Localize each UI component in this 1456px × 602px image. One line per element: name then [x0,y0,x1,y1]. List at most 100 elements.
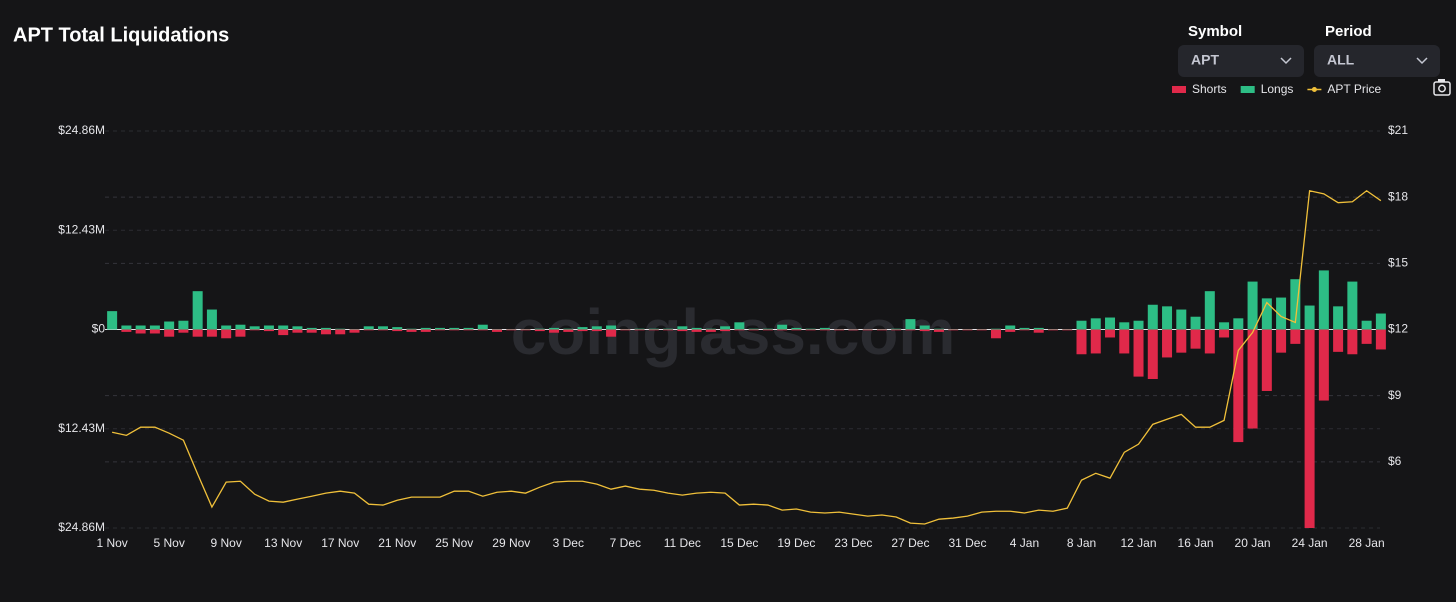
bar [135,325,146,330]
bar [1119,329,1130,354]
bar [762,329,773,331]
bar [748,328,759,330]
bar [549,329,560,333]
bar [335,328,346,330]
camera-button[interactable] [1433,79,1451,96]
camera-body[interactable] [1433,81,1451,96]
y-tick-label: $12.43M [58,222,105,236]
bar [976,329,987,331]
bar [435,327,446,330]
watermark: coinglass.com [511,296,956,368]
chevron[interactable] [1416,57,1428,65]
bar [1090,329,1101,354]
bar [891,329,902,331]
bar [948,329,959,331]
dropdown-box[interactable] [1314,45,1440,77]
bar [591,329,602,332]
x-tick-label: 17 Nov [321,536,359,550]
bar [606,325,617,330]
bar [192,291,203,330]
symbol-dropdown[interactable]: APT [1178,45,1304,77]
chart-title: APT Total Liquidations [13,24,229,46]
bar [691,329,702,332]
bar [805,329,816,331]
bar [178,329,189,333]
period-control: Period ALL [1314,23,1440,77]
legend-label[interactable]: APT Price [1327,82,1381,96]
bar [249,326,260,330]
bar [449,327,460,330]
dropdown-box[interactable] [1178,45,1304,77]
legend-dot [1311,87,1317,92]
x-tick-label: 23 Dec [834,536,872,550]
dropdown-value[interactable]: APT [1191,52,1219,68]
symbol-control: Symbol APT [1178,23,1304,77]
legend-item[interactable]: Shorts [1172,82,1227,96]
bar [349,329,360,333]
y2-tick-label: $21 [1388,123,1408,137]
bar [235,329,246,337]
legend-label[interactable]: Shorts [1192,82,1227,96]
bar [549,327,560,330]
bar [306,329,317,333]
x-tick-label: 9 Nov [210,536,241,550]
bar [377,329,388,331]
legend-label[interactable]: Longs [1261,82,1294,96]
bar [990,329,1001,339]
bar [1105,317,1116,330]
bar [591,326,602,330]
x-tick-label: 21 Nov [378,536,416,550]
x-tick-label: 12 Jan [1121,536,1157,550]
bar [663,328,674,330]
chevron[interactable] [1280,57,1292,65]
bar [777,329,788,331]
bar [121,329,132,332]
bar [1233,318,1244,330]
bar [634,328,645,330]
bar [1190,329,1201,349]
x-tick-label: 13 Nov [264,536,302,550]
legend-item[interactable]: APT Price [1307,82,1382,96]
y-tick-label: $0 [92,322,106,336]
bar [777,324,788,330]
x-tick-label: 8 Jan [1067,536,1096,550]
bar [492,329,503,332]
bar [677,329,688,332]
y-tick-label: $12.43M [58,421,105,435]
bar [206,329,217,337]
camera-lens[interactable] [1438,84,1446,93]
bar [435,329,446,331]
bar [406,329,417,332]
bar [1333,329,1344,352]
bar [720,326,731,330]
bar [1233,329,1244,443]
bar [762,328,773,330]
bar [320,327,331,330]
bar [1005,329,1016,332]
bar [862,329,873,331]
bar [477,329,488,331]
bar [406,328,417,330]
bar [178,320,189,330]
bar [1019,329,1030,331]
legend-item[interactable]: Longs [1240,82,1294,96]
bar [648,328,659,330]
bar [1375,313,1386,330]
bar [876,329,887,331]
bar [606,329,617,337]
camera-top[interactable] [1438,79,1445,82]
dropdown-value[interactable]: ALL [1327,52,1355,68]
bar [905,329,916,331]
period-dropdown[interactable]: ALL [1314,45,1440,77]
bar [1133,329,1144,377]
bar [263,329,274,332]
bar [648,329,659,331]
bar [221,329,232,339]
x-tick-label: 5 Nov [153,536,184,550]
bar [235,324,246,330]
bar [1090,318,1101,330]
bar [1176,329,1187,353]
bar [620,329,631,331]
bar [377,326,388,330]
